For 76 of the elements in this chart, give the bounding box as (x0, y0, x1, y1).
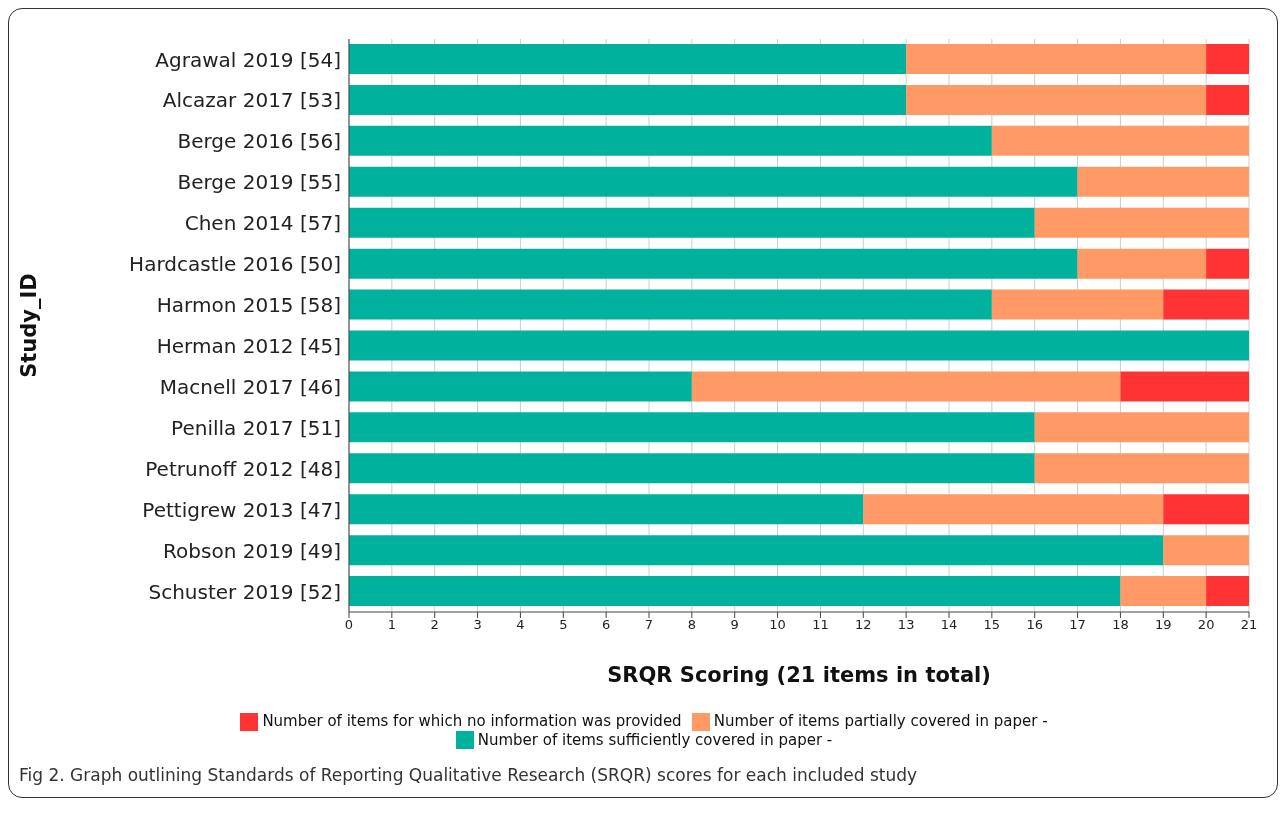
bar (1206, 248, 1249, 279)
y-tick-label: Schuster 2019 [52] (148, 579, 341, 604)
x-tick-label: 3 (473, 617, 482, 633)
bar (1163, 289, 1249, 320)
bar (349, 576, 1121, 607)
y-tick-label: Robson 2019 [49] (163, 538, 341, 563)
y-tick-label: Hardcastle 2016 [50] (129, 252, 341, 277)
bar (1163, 494, 1249, 525)
bar (1034, 207, 1249, 238)
x-tick-label: 11 (812, 617, 829, 633)
bar (1120, 576, 1207, 607)
bar (349, 371, 692, 402)
y-tick-label: Berge 2016 [56] (177, 129, 341, 154)
bar (991, 125, 1249, 156)
legend-label: Number of items sufficiently covered in paper - (477, 730, 833, 749)
bar (349, 207, 1035, 238)
bar (349, 44, 907, 74)
bar (349, 84, 907, 115)
x-tick-label: 7 (644, 617, 654, 633)
bar (349, 535, 1164, 566)
bar (1034, 412, 1249, 443)
bar (349, 248, 1078, 279)
bar (349, 166, 1078, 197)
legend-label: Number of items for which no information was provided (262, 712, 682, 730)
y-tick-label: Berge 2019 [55] (177, 170, 341, 195)
bar (1206, 576, 1249, 607)
y-tick-label: Herman 2012 [45] (156, 334, 341, 359)
y-tick-label: Macnell 2017 [46] (159, 374, 341, 399)
x-tick-label: 13 (897, 617, 915, 633)
x-tick-label: 2 (430, 617, 439, 633)
bar (349, 330, 1249, 361)
bar (1034, 453, 1249, 484)
x-tick-label: 18 (1112, 617, 1129, 633)
x-tick-label: 12 (855, 617, 872, 633)
x-tick-label: 5 (559, 617, 568, 633)
x-tick-label: 17 (1069, 617, 1086, 633)
bar (1120, 371, 1249, 402)
x-tick-label: 8 (687, 617, 696, 633)
x-tick-label: 4 (516, 617, 525, 633)
y-tick-label: Chen 2014 [57] (184, 211, 341, 236)
bar (349, 125, 992, 156)
x-tick-label: 9 (730, 617, 739, 633)
x-axis-title: SRQR Scoring (21 items in total) (607, 663, 991, 687)
bar (349, 453, 1035, 484)
y-tick-label: Petrunoff 2012 [48] (145, 456, 341, 481)
bar (991, 289, 1164, 320)
x-tick-label: 14 (940, 617, 958, 633)
x-tick-label: 15 (983, 617, 1001, 633)
x-tick-label: 19 (1155, 617, 1172, 633)
bar (349, 412, 1035, 443)
bar (1077, 166, 1249, 197)
caption: Fig 2. Graph outlining Standards of Reporting Qualitative Research (SRQR) scores for each included study (18, 764, 919, 787)
bar (1206, 84, 1249, 115)
bar (1206, 44, 1249, 74)
legend-label: Number of items partially covered in paper - (713, 712, 1048, 730)
x-tick-label: 21 (1240, 617, 1258, 633)
x-tick-label: 1 (387, 617, 396, 633)
x-tick-label: 10 (769, 617, 786, 633)
bar (906, 84, 1207, 115)
x-tick-label: 0 (344, 617, 354, 633)
x-tick-label: 20 (1197, 617, 1215, 633)
y-tick-label: Pettigrew 2013 [47] (142, 497, 341, 522)
bar (1163, 535, 1249, 566)
bar (349, 289, 992, 320)
bar (1077, 248, 1207, 279)
y-axis-title: Study_ID (17, 273, 42, 378)
y-tick-label: Alcazar 2017 [53] (162, 88, 341, 113)
x-tick-label: 6 (602, 617, 611, 633)
y-tick-label: Harmon 2015 [58] (156, 293, 341, 318)
y-tick-label: Agrawal 2019 [54] (155, 47, 341, 72)
bar (349, 494, 864, 525)
bar (863, 494, 1164, 525)
x-tick-label: 16 (1026, 617, 1043, 633)
bar (691, 371, 1121, 402)
y-tick-label: Penilla 2017 [51] (171, 415, 341, 440)
bar (906, 44, 1207, 74)
